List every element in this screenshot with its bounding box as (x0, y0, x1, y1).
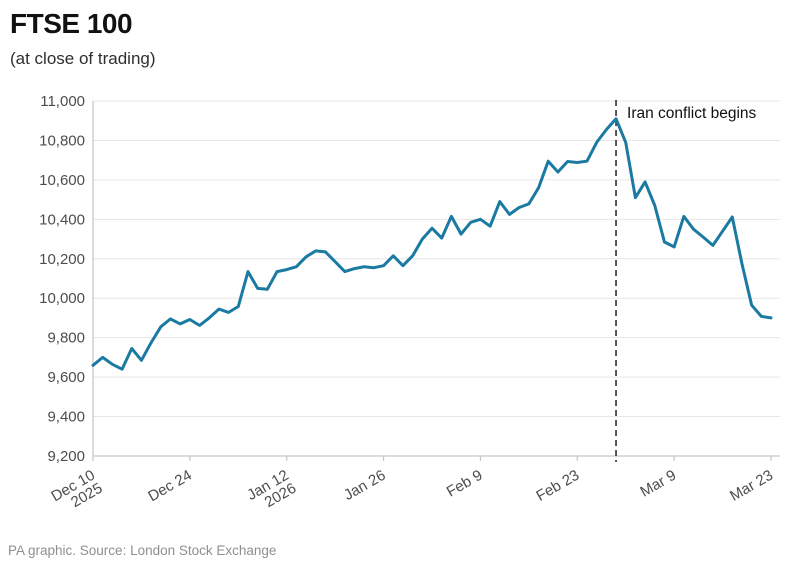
line-chart-canvas: 9,200 9,400 9,600 9,800 10,000 10,200 10,400 10… (39, 93, 780, 518)
y-axis-tick-label: 9,200 (47, 448, 85, 465)
x-axis-tick-label: Mar 23 (727, 467, 776, 505)
source-credit: PA graphic. Source: London Stock Exchang… (8, 543, 277, 558)
y-axis-tick-label: 9,800 (47, 330, 85, 347)
x-axis-tick-label: Feb 9 (444, 467, 486, 501)
y-axis-tick-label: 10,200 (39, 251, 85, 268)
y-axis-tick-label: 11,000 (40, 93, 85, 110)
chart-subtitle: (at close of trading) (10, 49, 156, 68)
y-axis-tick-label: 10,000 (39, 290, 85, 307)
x-axis-tick-label: Jan 122026 (244, 467, 299, 517)
x-axis-tick-label: Mar 9 (637, 467, 679, 501)
ftse-price-line (91, 117, 773, 371)
x-axis-tick-label: Dec 102025 (48, 467, 105, 518)
y-axis-tick-label: 9,600 (47, 369, 85, 386)
y-axis-tick-label: 10,600 (39, 172, 85, 189)
chart-area: 9,200 9,400 9,600 9,800 10,000 10,200 10,400 10… (39, 93, 780, 518)
y-axis-tick-label: 10,400 (39, 211, 85, 228)
page-title: FTSE 100 (10, 8, 133, 39)
x-axis-tick-label: Dec 24 (145, 467, 195, 505)
y-axis-tick-label: 9,400 (47, 409, 85, 426)
annotation-label: Iran conflict begins (627, 105, 756, 122)
chart-header: FTSE 100 (at close of trading) (10, 8, 156, 69)
x-axis-tick-label: Feb 23 (533, 467, 582, 505)
y-axis-tick-label: 10,800 (39, 132, 85, 149)
x-axis-tick-label: Jan 26 (341, 467, 389, 504)
